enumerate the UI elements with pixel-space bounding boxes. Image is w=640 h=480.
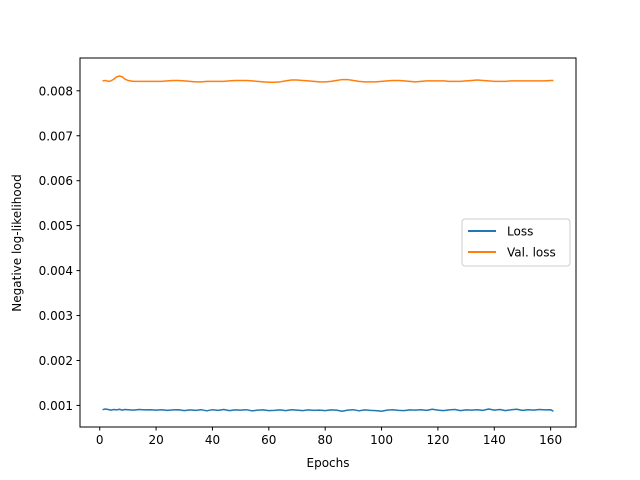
x-tick-label-1: 20 bbox=[148, 433, 163, 447]
series-line-1 bbox=[102, 75, 554, 84]
series-layer bbox=[102, 75, 554, 413]
x-tick-label-8: 160 bbox=[539, 433, 562, 447]
legend-label-val-loss: Val. loss bbox=[507, 246, 556, 260]
y-tick-label-1: 0.002 bbox=[39, 354, 73, 368]
y-tick-label-6: 0.007 bbox=[39, 129, 73, 143]
x-tick-label-7: 140 bbox=[483, 433, 506, 447]
x-axis-label: Epochs bbox=[307, 456, 350, 470]
y-tick-label-7: 0.008 bbox=[39, 84, 73, 98]
x-tick-label-3: 60 bbox=[261, 433, 276, 447]
y-tick-label-5: 0.006 bbox=[39, 174, 73, 188]
y-tick-label-0: 0.001 bbox=[39, 399, 73, 413]
x-axis-ticks: 0 20 40 60 80 100 120 140 160 bbox=[96, 427, 562, 447]
x-tick-label-2: 40 bbox=[205, 433, 220, 447]
x-tick-label-4: 80 bbox=[318, 433, 333, 447]
legend-label-loss: Loss bbox=[507, 225, 533, 239]
y-tick-label-4: 0.005 bbox=[39, 219, 73, 233]
x-tick-label-5: 100 bbox=[370, 433, 393, 447]
x-tick-label-0: 0 bbox=[96, 433, 104, 447]
plot-frame bbox=[79, 57, 577, 428]
legend: Loss Val. loss bbox=[461, 218, 571, 267]
y-tick-label-3: 0.004 bbox=[39, 264, 73, 278]
series-line-0 bbox=[102, 408, 554, 413]
y-tick-label-2: 0.003 bbox=[39, 309, 73, 323]
y-axis-label: Negative log-likelihood bbox=[10, 174, 24, 311]
y-axis-ticks: 0.001 0.002 0.003 0.004 0.005 0.006 0.007 0.008 bbox=[39, 84, 80, 413]
x-tick-label-6: 120 bbox=[426, 433, 449, 447]
